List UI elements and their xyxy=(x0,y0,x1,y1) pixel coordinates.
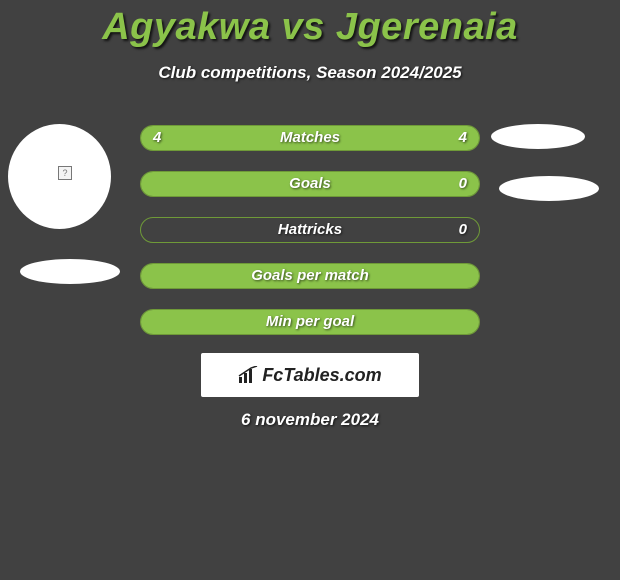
player-left-avatar: ? xyxy=(8,124,111,229)
stat-label: Goals per match xyxy=(141,264,479,289)
stat-label: Min per goal xyxy=(141,310,479,335)
player-left-shadow xyxy=(20,259,120,284)
date-text: 6 november 2024 xyxy=(0,410,620,430)
page-title: Agyakwa vs Jgerenaia xyxy=(0,0,620,49)
stat-row: Goals per match xyxy=(140,263,480,289)
stat-right-value: 4 xyxy=(459,126,467,151)
stat-label: Goals xyxy=(141,172,479,197)
player-right-shadow-2 xyxy=(499,176,599,201)
stat-right-value: 0 xyxy=(459,172,467,197)
stat-row: Hattricks0 xyxy=(140,217,480,243)
broken-image-icon: ? xyxy=(58,166,72,180)
subtitle: Club competitions, Season 2024/2025 xyxy=(0,63,620,83)
stat-label: Hattricks xyxy=(141,218,479,243)
chart-icon xyxy=(238,366,258,384)
player-right-shadow-1 xyxy=(491,124,585,149)
stat-row: Min per goal xyxy=(140,309,480,335)
stat-row: Goals0 xyxy=(140,171,480,197)
stat-label: Matches xyxy=(141,126,479,151)
stat-right-value: 0 xyxy=(459,218,467,243)
stat-row: 4Matches4 xyxy=(140,125,480,151)
brand-badge: FcTables.com xyxy=(201,353,419,397)
brand-text: FcTables.com xyxy=(262,365,381,385)
stats-list: 4Matches4Goals0Hattricks0Goals per match… xyxy=(140,125,480,355)
